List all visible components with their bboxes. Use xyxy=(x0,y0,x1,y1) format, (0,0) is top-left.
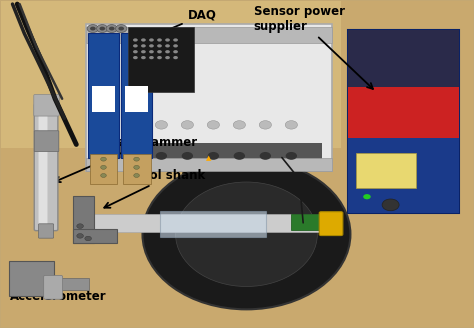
Circle shape xyxy=(234,152,245,160)
Circle shape xyxy=(157,50,162,53)
Circle shape xyxy=(207,121,219,129)
Circle shape xyxy=(90,27,96,31)
Circle shape xyxy=(157,44,162,48)
Circle shape xyxy=(149,50,154,53)
Circle shape xyxy=(77,224,83,228)
FancyBboxPatch shape xyxy=(44,276,63,299)
Circle shape xyxy=(134,157,139,161)
Circle shape xyxy=(182,152,193,160)
Text: ▲: ▲ xyxy=(206,155,211,161)
Circle shape xyxy=(141,50,146,53)
Bar xyxy=(92,86,115,112)
FancyBboxPatch shape xyxy=(34,104,58,231)
Ellipse shape xyxy=(143,159,350,309)
Circle shape xyxy=(133,50,138,53)
Circle shape xyxy=(165,56,170,59)
Ellipse shape xyxy=(175,182,318,286)
Circle shape xyxy=(155,121,167,129)
Circle shape xyxy=(181,121,193,129)
Bar xyxy=(86,157,331,171)
Bar xyxy=(292,214,322,230)
FancyBboxPatch shape xyxy=(90,154,118,184)
Bar xyxy=(0,1,341,148)
FancyBboxPatch shape xyxy=(319,212,343,236)
Circle shape xyxy=(260,152,271,160)
FancyBboxPatch shape xyxy=(34,131,59,152)
Circle shape xyxy=(286,152,297,160)
Circle shape xyxy=(165,44,170,48)
Text: Tool shank: Tool shank xyxy=(104,169,206,208)
Bar xyxy=(348,138,459,213)
FancyBboxPatch shape xyxy=(9,261,54,296)
Text: Impact hammer: Impact hammer xyxy=(55,136,197,182)
Bar xyxy=(348,87,459,138)
Circle shape xyxy=(285,121,298,129)
Circle shape xyxy=(100,157,106,161)
Circle shape xyxy=(133,44,138,48)
Circle shape xyxy=(173,44,178,48)
Circle shape xyxy=(109,27,115,31)
FancyBboxPatch shape xyxy=(86,24,331,171)
Text: Accelerometer: Accelerometer xyxy=(10,281,107,303)
Circle shape xyxy=(97,25,108,32)
Bar xyxy=(86,27,331,43)
Circle shape xyxy=(129,121,142,129)
Circle shape xyxy=(141,56,146,59)
Circle shape xyxy=(141,44,146,48)
Circle shape xyxy=(173,38,178,42)
Circle shape xyxy=(130,152,141,160)
Circle shape xyxy=(149,38,154,42)
Circle shape xyxy=(106,25,118,32)
FancyBboxPatch shape xyxy=(348,30,459,213)
Circle shape xyxy=(85,236,91,241)
Circle shape xyxy=(104,152,115,160)
Circle shape xyxy=(363,194,371,199)
Circle shape xyxy=(208,152,219,160)
Circle shape xyxy=(157,56,162,59)
Circle shape xyxy=(259,121,272,129)
Circle shape xyxy=(173,50,178,53)
Bar xyxy=(348,30,459,89)
Circle shape xyxy=(133,38,138,42)
Circle shape xyxy=(77,234,83,238)
Circle shape xyxy=(134,165,139,169)
Circle shape xyxy=(173,56,178,59)
FancyBboxPatch shape xyxy=(73,229,118,243)
Circle shape xyxy=(87,25,99,32)
FancyBboxPatch shape xyxy=(88,33,119,157)
Circle shape xyxy=(233,121,246,129)
FancyBboxPatch shape xyxy=(73,196,94,243)
FancyBboxPatch shape xyxy=(356,153,416,188)
FancyBboxPatch shape xyxy=(34,94,59,116)
Circle shape xyxy=(141,38,146,42)
Circle shape xyxy=(116,25,127,32)
FancyBboxPatch shape xyxy=(38,224,54,238)
FancyBboxPatch shape xyxy=(49,278,89,290)
FancyBboxPatch shape xyxy=(160,211,266,236)
FancyBboxPatch shape xyxy=(75,214,335,232)
FancyBboxPatch shape xyxy=(38,108,47,227)
Circle shape xyxy=(134,174,139,177)
FancyBboxPatch shape xyxy=(121,33,152,157)
Circle shape xyxy=(165,38,170,42)
Circle shape xyxy=(100,165,106,169)
Circle shape xyxy=(100,174,106,177)
Text: Sensor power
supplier: Sensor power supplier xyxy=(254,5,373,89)
Circle shape xyxy=(165,50,170,53)
Circle shape xyxy=(149,56,154,59)
Bar xyxy=(125,86,148,112)
FancyBboxPatch shape xyxy=(128,27,194,92)
Circle shape xyxy=(149,44,154,48)
Circle shape xyxy=(156,152,167,160)
FancyBboxPatch shape xyxy=(123,154,151,184)
Circle shape xyxy=(100,27,105,31)
Circle shape xyxy=(382,199,399,211)
Text: DAQ: DAQ xyxy=(145,9,216,40)
Circle shape xyxy=(118,27,124,31)
Circle shape xyxy=(157,38,162,42)
Bar xyxy=(93,143,322,166)
Circle shape xyxy=(133,56,138,59)
